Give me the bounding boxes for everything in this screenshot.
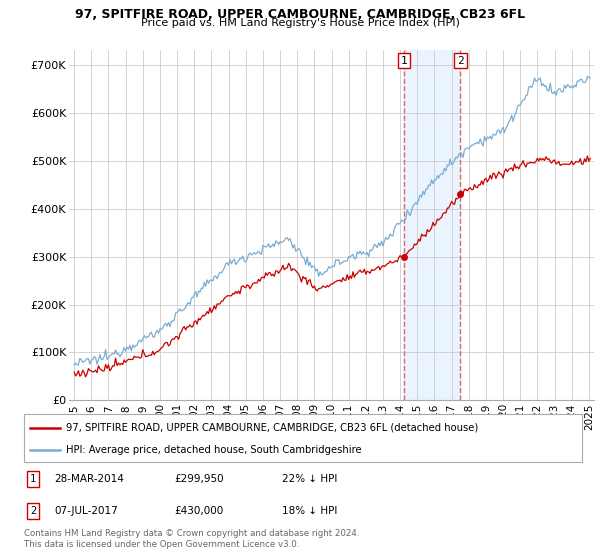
Text: 1: 1 [30,474,36,484]
Text: This data is licensed under the Open Government Licence v3.0.: This data is licensed under the Open Gov… [24,540,299,549]
Text: 07-JUL-2017: 07-JUL-2017 [54,506,118,516]
Text: £299,950: £299,950 [174,474,224,484]
Text: £430,000: £430,000 [174,506,223,516]
Text: 97, SPITFIRE ROAD, UPPER CAMBOURNE, CAMBRIDGE, CB23 6FL: 97, SPITFIRE ROAD, UPPER CAMBOURNE, CAMB… [75,8,525,21]
Text: 1: 1 [401,55,407,66]
Text: 28-MAR-2014: 28-MAR-2014 [54,474,124,484]
Text: 22% ↓ HPI: 22% ↓ HPI [282,474,337,484]
Bar [404,50,460,400]
FancyBboxPatch shape [24,414,582,462]
Text: 18% ↓ HPI: 18% ↓ HPI [282,506,337,516]
Text: HPI: Average price, detached house, South Cambridgeshire: HPI: Average price, detached house, Sout… [66,445,361,455]
Text: Price paid vs. HM Land Registry's House Price Index (HPI): Price paid vs. HM Land Registry's House … [140,18,460,29]
Text: 97, SPITFIRE ROAD, UPPER CAMBOURNE, CAMBRIDGE, CB23 6FL (detached house): 97, SPITFIRE ROAD, UPPER CAMBOURNE, CAMB… [66,423,478,433]
Text: Contains HM Land Registry data © Crown copyright and database right 2024.: Contains HM Land Registry data © Crown c… [24,529,359,538]
Text: 2: 2 [457,55,464,66]
Text: 2: 2 [30,506,36,516]
